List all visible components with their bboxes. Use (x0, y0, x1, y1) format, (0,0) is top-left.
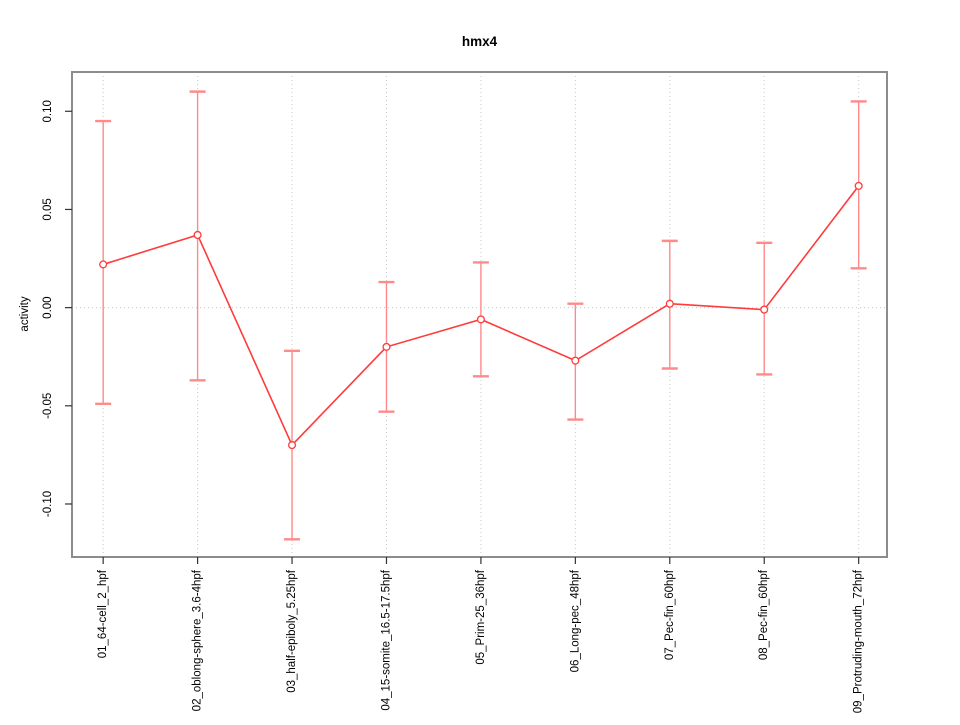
y-tick-label: 0.05 (42, 198, 54, 220)
y-tick-label: 0.10 (42, 100, 54, 122)
x-tick-label: 01_64-cell_2_hpf (97, 569, 109, 658)
y-tick-label: -0.05 (42, 393, 54, 419)
x-tick-label: 09_Protruding-mouth_72hpf (853, 569, 865, 713)
data-point (382, 342, 391, 351)
x-tick-label: 05_Prim-25_36hpf (475, 569, 487, 664)
y-tick-label: -0.10 (42, 491, 54, 517)
x-tick-label: 08_Pec-fin_60hpf (758, 569, 770, 660)
chart-title: hmx4 (462, 34, 498, 49)
data-point (99, 260, 108, 269)
x-tick-label: 03_half-epiboly_5.25hpf (286, 569, 298, 693)
y-axis-label: activity (19, 296, 31, 331)
data-point (476, 315, 485, 324)
x-tick-label: 04_15-somite_16.5-17.5hpf (380, 569, 392, 710)
data-point (193, 230, 202, 240)
y-tick-label: 0.00 (42, 296, 54, 318)
x-tick-label: 06_Long-pec_48hpf (569, 569, 581, 672)
data-point (287, 441, 297, 450)
x-tick-label: 02_oblong-sphere_3.6-4hpf (192, 569, 204, 711)
data-point (760, 305, 769, 314)
data-point (571, 356, 580, 365)
data-point (665, 299, 674, 308)
plot-border (71, 71, 888, 558)
x-tick-label: 07_Pec-fin_60hpf (664, 569, 676, 660)
data-point (854, 181, 863, 190)
